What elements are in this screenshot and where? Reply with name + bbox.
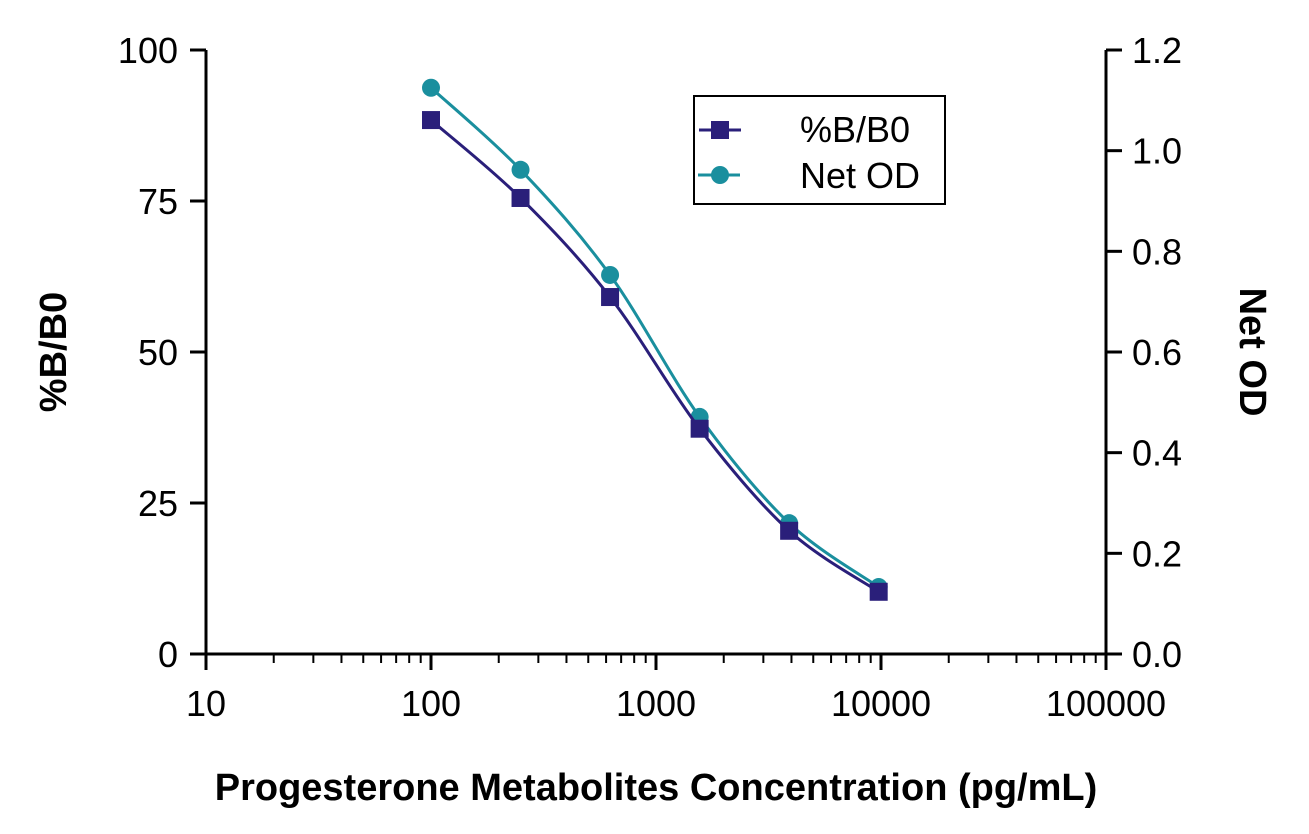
y-tick-label: 0 (158, 634, 178, 675)
x-axis-label: Progesterone Metabolites Concentration (… (215, 767, 1098, 809)
data-point-net-od (422, 78, 440, 97)
data-point-bb0 (511, 188, 530, 207)
data-point-bb0 (869, 582, 888, 601)
data-point-net-od (511, 160, 530, 179)
y2-axis-label: Net OD (1231, 288, 1273, 417)
legend: %B/B0 Net OD (693, 95, 946, 205)
data-point-bb0 (601, 288, 620, 307)
axes: 10 100 1000 10000 100000 0 25 50 75 100 0.0 0.2 0.4 0… (118, 30, 1182, 724)
legend-box (693, 95, 946, 205)
legend-label-bb0: %B/B0 (800, 109, 910, 150)
y2-tick-label: 0.4 (1132, 433, 1182, 474)
legend-label-netod: Net OD (800, 155, 920, 196)
x-tick-label: 10000 (831, 683, 931, 724)
y2-tick-label: 1.0 (1132, 131, 1182, 172)
data-point-bb0 (690, 419, 709, 438)
legend-marker-square (711, 121, 729, 139)
x-tick-label: 100 (401, 683, 461, 724)
legend-marker-circle (711, 166, 729, 184)
data-point-net-od (601, 265, 620, 284)
y-tick-label: 25 (138, 483, 178, 524)
y2-tick-label: 0.6 (1132, 332, 1182, 373)
y-tick-label: 100 (118, 30, 178, 71)
x-tick-label: 100000 (1046, 683, 1166, 724)
y2-tick-label: 1.2 (1132, 30, 1182, 71)
y-tick-label: 50 (138, 332, 178, 373)
y-tick-label: 75 (138, 181, 178, 222)
y-axis-label: %B/B0 (33, 292, 75, 412)
x-tick-label: 10 (186, 683, 226, 724)
x-tick-label: 1000 (616, 683, 696, 724)
y2-tick-label: 0.2 (1132, 533, 1182, 574)
data-point-bb0 (422, 111, 440, 130)
series-layer (422, 78, 888, 601)
y2-tick-label: 0.0 (1132, 634, 1182, 675)
y2-tick-label: 0.8 (1132, 231, 1182, 272)
data-point-bb0 (780, 521, 799, 540)
